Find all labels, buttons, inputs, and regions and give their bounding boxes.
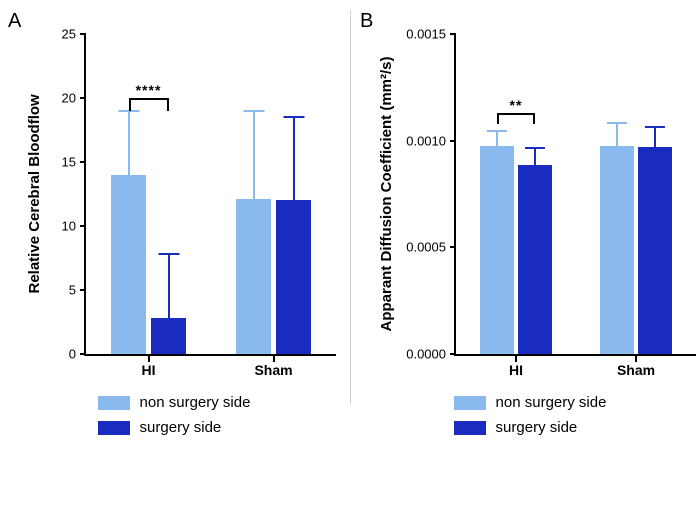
- y-tick: [80, 97, 86, 99]
- y-tick-label: 0.0015: [406, 27, 446, 42]
- legend-swatch-non-surgery: [454, 396, 486, 410]
- legend-swatch-surgery: [98, 421, 130, 435]
- panel-b-ylabel: Apparant Diffusion Coefficient (mm²/s): [378, 56, 395, 331]
- y-tick: [80, 161, 86, 163]
- bar: [600, 146, 634, 354]
- x-tick-label: Sham: [617, 362, 655, 378]
- y-tick-label: 0.0005: [406, 240, 446, 255]
- bar: [276, 200, 311, 354]
- panel-a-ylabel: Relative Cerebral Bloodflow: [26, 94, 43, 293]
- bar: [518, 165, 552, 354]
- bar: [236, 199, 271, 354]
- y-tick-label: 0: [69, 347, 76, 362]
- y-tick: [80, 33, 86, 35]
- y-tick: [450, 246, 456, 248]
- panel-b-letter: B: [360, 10, 373, 33]
- bar: [480, 146, 514, 354]
- legend-label: surgery side: [496, 419, 578, 436]
- y-tick-label: 15: [62, 155, 76, 170]
- legend-item: non surgery side: [454, 394, 607, 411]
- significance-bracket: [497, 113, 535, 124]
- legend-swatch-non-surgery: [98, 396, 130, 410]
- y-tick: [80, 225, 86, 227]
- y-tick-label: 25: [62, 27, 76, 42]
- legend-label: surgery side: [140, 419, 222, 436]
- bar: [111, 175, 146, 354]
- panel-a-plot: Relative Cerebral Bloodflow 0510152025HI…: [84, 34, 336, 356]
- significance-label: **: [510, 97, 523, 113]
- x-tick-label: Sham: [254, 362, 292, 378]
- panel-b-plot: Apparant Diffusion Coefficient (mm²/s) 0…: [454, 34, 696, 356]
- panel-b-legend: non surgery side surgery side: [454, 394, 607, 436]
- y-tick-label: 10: [62, 219, 76, 234]
- y-tick-label: 20: [62, 91, 76, 106]
- bar: [151, 318, 186, 354]
- legend-label: non surgery side: [496, 394, 607, 411]
- y-tick: [450, 140, 456, 142]
- y-tick: [450, 33, 456, 35]
- panel-b: B Apparant Diffusion Coefficient (mm²/s)…: [360, 10, 697, 436]
- y-tick: [80, 289, 86, 291]
- legend-swatch-surgery: [454, 421, 486, 435]
- bar: [638, 147, 672, 354]
- legend-item: non surgery side: [98, 394, 251, 411]
- y-tick: [450, 353, 456, 355]
- y-tick-label: 5: [69, 283, 76, 298]
- legend-item: surgery side: [98, 419, 251, 436]
- y-tick-label: 0.0000: [406, 347, 446, 362]
- y-tick: [80, 353, 86, 355]
- x-tick-label: HI: [509, 362, 523, 378]
- legend-item: surgery side: [454, 419, 607, 436]
- legend-label: non surgery side: [140, 394, 251, 411]
- y-tick-label: 0.0010: [406, 133, 446, 148]
- panel-a-legend: non surgery side surgery side: [98, 394, 251, 436]
- panel-a-letter: A: [8, 10, 21, 33]
- panel-divider: [350, 10, 351, 404]
- significance-label: ****: [136, 82, 162, 98]
- x-tick-label: HI: [142, 362, 156, 378]
- significance-bracket: [129, 98, 169, 111]
- panel-a: A Relative Cerebral Bloodflow 0510152025…: [8, 10, 340, 436]
